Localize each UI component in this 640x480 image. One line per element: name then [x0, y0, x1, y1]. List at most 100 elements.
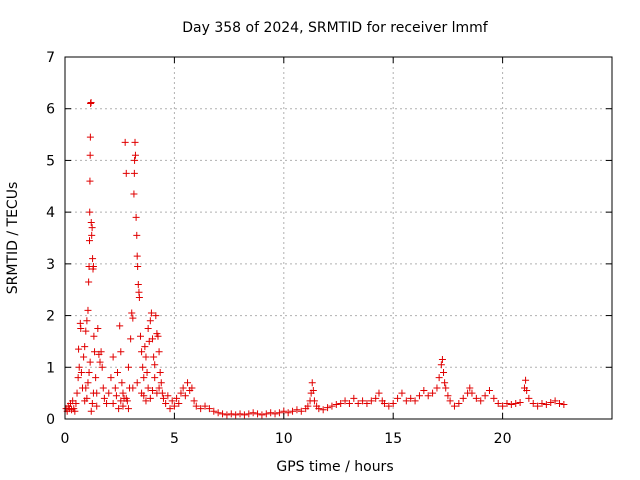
data-point [122, 394, 130, 402]
data-point [560, 401, 568, 409]
data-point [450, 402, 458, 410]
data-point [190, 397, 198, 405]
data-point [197, 405, 205, 413]
data-point [297, 407, 305, 415]
data-point [481, 392, 489, 400]
y-axis-title: SRMTID / TECUs [5, 182, 21, 295]
y-tick-label: 4 [46, 205, 55, 221]
data-point [89, 389, 97, 397]
x-tick-label: 20 [494, 431, 512, 447]
data-point [547, 398, 555, 406]
data-point [93, 402, 101, 410]
x-tick-label: 5 [170, 431, 179, 447]
data-point [516, 398, 524, 406]
data-point [245, 410, 253, 418]
x-axis-title: GPS time / hours [276, 459, 393, 475]
data-point [324, 404, 332, 412]
data-point [446, 397, 454, 405]
x-tick-label: 15 [384, 431, 402, 447]
data-point [146, 317, 154, 325]
data-point [507, 401, 515, 409]
data-point [175, 399, 183, 407]
data-point [82, 327, 90, 335]
data-point [122, 169, 130, 177]
data-point [267, 409, 275, 417]
data-point [141, 343, 149, 351]
y-tick-label: 2 [46, 309, 55, 325]
data-point [149, 387, 157, 395]
y-tick-label: 3 [46, 257, 55, 273]
data-point [86, 177, 94, 185]
data-point [131, 156, 139, 164]
data-point [179, 384, 187, 392]
plot-frame [64, 56, 613, 420]
data-point [86, 133, 94, 141]
data-point [214, 409, 222, 417]
data-point [80, 353, 88, 361]
data-point [96, 358, 104, 366]
data-point [440, 368, 448, 376]
data-point [142, 353, 150, 361]
data-point [143, 368, 151, 376]
data-point [84, 306, 92, 314]
data-point [89, 262, 97, 270]
data-point [119, 402, 127, 410]
data-point [236, 410, 244, 418]
data-point [91, 348, 99, 356]
data-point [490, 394, 498, 402]
data-point [429, 389, 437, 397]
data-point [129, 384, 137, 392]
data-point [512, 399, 520, 407]
data-point [271, 410, 279, 418]
data-point [77, 325, 85, 332]
x-tick-label: 10 [275, 431, 293, 447]
data-point [442, 384, 450, 392]
data-point [168, 397, 176, 405]
data-point [166, 405, 174, 413]
data-point [525, 394, 533, 402]
data-point [188, 384, 196, 392]
data-point [124, 363, 132, 371]
data-point [555, 399, 563, 407]
x-tick-label: 0 [61, 431, 70, 447]
data-point [385, 402, 393, 410]
data-point [157, 379, 165, 387]
data-point [308, 379, 316, 387]
data-point [118, 379, 126, 387]
data-point [144, 384, 152, 392]
data-point [523, 387, 531, 395]
data-point [75, 345, 83, 353]
data-point [127, 335, 135, 343]
data-point [119, 389, 127, 397]
data-point [375, 389, 383, 397]
data-point [109, 399, 117, 407]
data-point [86, 208, 94, 216]
data-point [289, 407, 297, 415]
data-point [542, 401, 550, 409]
data-point [435, 374, 443, 382]
data-point [152, 312, 160, 320]
data-point [135, 293, 143, 301]
data-point [90, 332, 98, 340]
data-point [87, 99, 95, 107]
data-point [117, 348, 125, 356]
data-point [284, 409, 292, 417]
data-point [92, 374, 100, 382]
data-point [88, 224, 96, 232]
data-point [262, 410, 270, 418]
data-point [380, 399, 388, 407]
data-point [136, 332, 144, 340]
data-point [319, 406, 327, 414]
data-point [438, 356, 446, 364]
data-point [146, 394, 154, 402]
data-point [466, 384, 474, 392]
data-point [258, 411, 266, 419]
data-point [227, 410, 235, 418]
data-point [232, 411, 240, 419]
data-point [389, 399, 397, 407]
data-point [350, 394, 358, 402]
data-point [82, 384, 90, 392]
data-point [328, 402, 336, 410]
data-point [363, 399, 371, 407]
data-point [130, 190, 138, 198]
